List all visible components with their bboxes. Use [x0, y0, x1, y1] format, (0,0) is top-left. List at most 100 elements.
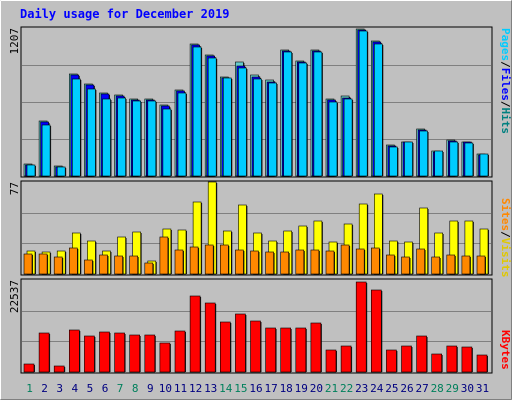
bar-sites-day-2 [38, 253, 48, 275]
legend-sep-2: / [499, 101, 512, 108]
bar-pages-day-23 [358, 30, 368, 177]
day-label-31: 31 [476, 382, 489, 395]
day-label-7: 7 [117, 382, 124, 395]
bar-kbytes-day-29 [446, 345, 458, 373]
day-label-17: 17 [264, 382, 277, 395]
legend-sites: Sites [499, 198, 512, 231]
bar-pages-day-14 [223, 77, 232, 177]
svg-text:Pages/Files/Hits: Pages/Files/Hits [499, 28, 512, 134]
bar-kbytes-day-23 [355, 281, 367, 373]
bar-sites-day-19 [295, 249, 305, 275]
legend-middle: Sites/Visits [499, 198, 512, 278]
day-label-16: 16 [249, 382, 262, 395]
day-label-19: 19 [295, 382, 308, 395]
chart-title: Daily usage for December 2019 [20, 7, 230, 21]
bar-pages-day-6 [102, 98, 111, 177]
bar-sites-day-23 [355, 248, 365, 275]
bar-sites-day-30 [461, 255, 471, 275]
bar-pages-day-28 [434, 150, 444, 177]
legend-pages: Pages [499, 28, 512, 61]
bar-kbytes-day-24 [370, 289, 382, 373]
bar-sites-day-22 [340, 244, 350, 275]
bar-sites-day-12 [189, 246, 199, 275]
bar-sites-day-20 [310, 249, 320, 275]
day-labels: 1 2 3 4 5 6 7 8 9 10 11 12 13 14 15 16 17 18 19 20 21 22 23 24 2… [26, 382, 489, 395]
bar-pages-day-13 [207, 57, 217, 177]
legend-sep-1: / [499, 61, 512, 68]
day-label-8: 8 [132, 382, 139, 395]
bar-pages-day-30 [464, 142, 474, 177]
bar-pages-day-20 [313, 51, 323, 177]
bar-pages-day-9 [147, 100, 157, 177]
bar-sites-day-16 [250, 250, 259, 275]
day-label-30: 30 [461, 382, 474, 395]
day-label-15: 15 [234, 382, 247, 395]
legend-sep-3: / [499, 231, 512, 238]
day-label-14: 14 [219, 382, 233, 395]
bar-kbytes-day-9 [144, 334, 156, 373]
bar-kbytes-day-8 [129, 334, 140, 373]
day-label-13: 13 [204, 382, 217, 395]
day-label-11: 11 [174, 382, 187, 395]
bar-pages-day-25 [389, 146, 398, 177]
day-label-12: 12 [189, 382, 202, 395]
bar-pages-day-15 [238, 67, 247, 177]
bar-pages-day-27 [419, 130, 428, 177]
hits-ymax-label: 1207 [8, 28, 21, 55]
bar-pages-day-10 [162, 108, 172, 177]
bar-kbytes-day-26 [401, 345, 412, 373]
bar-kbytes-day-16 [250, 320, 261, 373]
day-label-27: 27 [415, 382, 428, 395]
day-label-24: 24 [370, 382, 384, 395]
bar-sites-day-7 [114, 255, 123, 275]
bar-sites-day-24 [370, 247, 380, 275]
day-label-22: 22 [340, 382, 353, 395]
bar-kbytes-day-6 [99, 331, 110, 373]
bar-pages-day-8 [132, 100, 141, 177]
legend-files: Files [499, 68, 512, 101]
bar-sites-day-9 [144, 262, 154, 275]
day-label-3: 3 [56, 382, 63, 395]
day-label-10: 10 [159, 382, 172, 395]
bar-kbytes-day-28 [431, 353, 443, 373]
legend-top: Pages/Files/Hits [499, 28, 512, 134]
bar-pages-day-16 [253, 78, 262, 177]
bar-sites-day-29 [446, 254, 456, 275]
day-label-29: 29 [446, 382, 459, 395]
bar-pages-day-1 [26, 164, 36, 177]
day-label-2: 2 [41, 382, 48, 395]
bar-pages-day-17 [268, 82, 277, 177]
legend-hits: Hits [499, 108, 512, 135]
bar-pages-day-2 [41, 124, 51, 177]
bar-pages-day-21 [328, 101, 338, 177]
bar-sites-day-3 [53, 256, 63, 275]
bar-kbytes-day-17 [265, 327, 276, 373]
bar-kbytes-day-1 [23, 363, 35, 373]
day-label-4: 4 [71, 382, 78, 395]
day-label-28: 28 [431, 382, 444, 395]
day-label-1: 1 [26, 382, 33, 395]
bar-kbytes-day-3 [53, 365, 65, 373]
day-label-9: 9 [147, 382, 154, 395]
bar-pages-day-7 [117, 97, 126, 177]
bar-kbytes-day-20 [310, 322, 322, 373]
day-label-6: 6 [102, 382, 109, 395]
bar-sites-day-8 [129, 255, 138, 275]
svg-text:Sites/Visits: Sites/Visits [499, 198, 512, 278]
bar-pages-day-26 [404, 141, 413, 177]
bar-kbytes-day-12 [189, 295, 201, 373]
bar-kbytes-day-27 [416, 335, 427, 373]
bar-kbytes-day-5 [84, 335, 95, 373]
bar-sites-day-11 [174, 249, 184, 275]
bar-kbytes-day-19 [295, 327, 307, 373]
bar-pages-day-22 [343, 98, 353, 177]
bar-kbytes-day-10 [159, 342, 171, 373]
bar-sites-day-13 [204, 244, 214, 275]
bar-pages-day-24 [373, 43, 383, 177]
day-label-5: 5 [87, 382, 94, 395]
bar-pages-day-19 [298, 62, 308, 177]
legend-visits: Visits [499, 238, 512, 278]
visits-ymax-label: 77 [8, 182, 21, 195]
